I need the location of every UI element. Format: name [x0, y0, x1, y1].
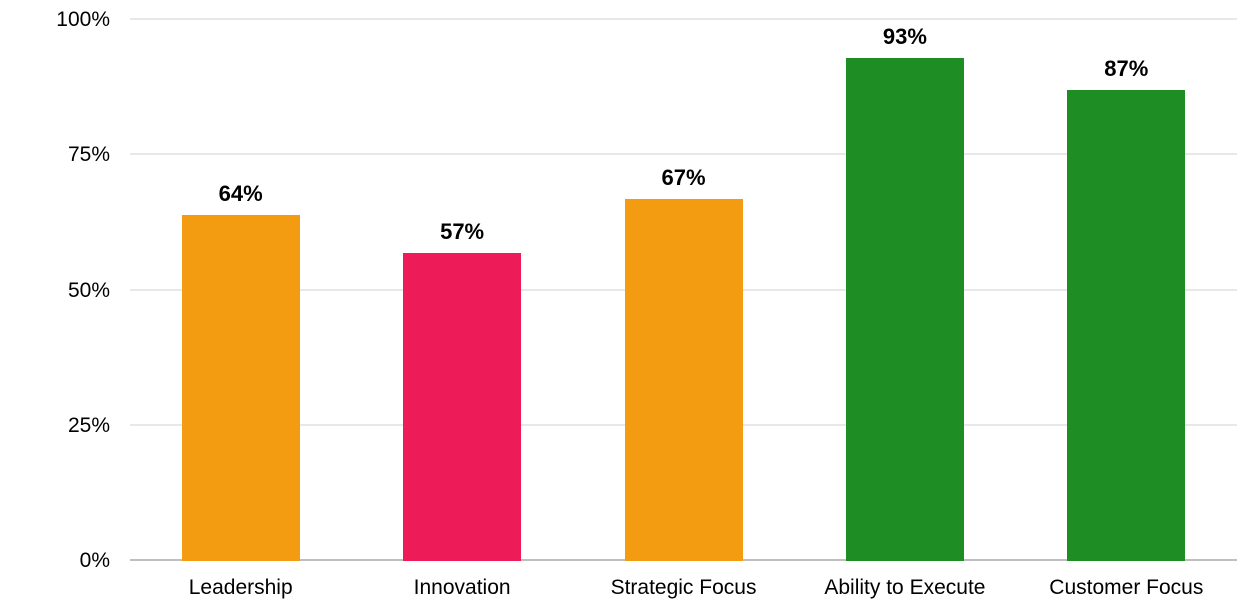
bar-value-label: 57%	[440, 219, 484, 245]
bars-row: 64% 57% 67% 93% 87%	[130, 20, 1237, 561]
x-tick-label: Customer Focus	[1016, 566, 1237, 611]
y-tick-label: 75%	[68, 143, 110, 167]
bar-cell: 57%	[351, 20, 572, 561]
y-tick-label: 25%	[68, 414, 110, 438]
bar-value-label: 87%	[1104, 56, 1148, 82]
bar-cell: 93%	[794, 20, 1015, 561]
bar-cell: 67%	[573, 20, 794, 561]
bar-chart: 0% 25% 50% 75% 100% 64% 57% 67% 93% 87% Leadersh…	[0, 0, 1257, 611]
x-tick-label: Ability to Execute	[794, 566, 1015, 611]
bar: 67%	[625, 199, 743, 561]
bar: 93%	[846, 58, 964, 561]
y-tick-label: 50%	[68, 279, 110, 303]
bar: 87%	[1067, 90, 1185, 561]
y-tick-label: 0%	[80, 549, 110, 573]
bar-value-label: 67%	[661, 165, 705, 191]
bar-cell: 87%	[1016, 20, 1237, 561]
bar-cell: 64%	[130, 20, 351, 561]
x-axis: LeadershipInnovationStrategic FocusAbili…	[130, 566, 1237, 611]
bar: 57%	[403, 253, 521, 561]
bar-value-label: 64%	[219, 181, 263, 207]
plot-area: 64% 57% 67% 93% 87%	[130, 20, 1237, 561]
bar: 64%	[182, 215, 300, 561]
x-tick-label: Innovation	[351, 566, 572, 611]
x-tick-label: Strategic Focus	[573, 566, 794, 611]
y-axis: 0% 25% 50% 75% 100%	[0, 0, 120, 611]
y-tick-label: 100%	[56, 8, 110, 32]
bar-value-label: 93%	[883, 24, 927, 50]
x-tick-label: Leadership	[130, 566, 351, 611]
